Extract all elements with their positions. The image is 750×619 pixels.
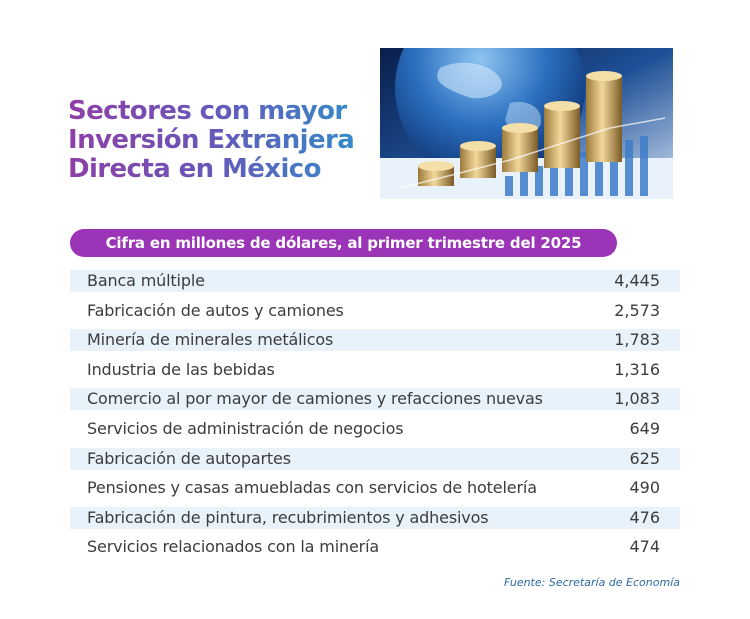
table-row: Pensiones y casas amuebladas con servici… [70,477,680,499]
row-label: Servicios relacionados con la minería [87,537,380,557]
row-label: Comercio al por mayor de camiones y refa… [87,389,543,409]
row-label: Fabricación de autopartes [87,448,291,468]
title-line-3: Directa en México [68,154,321,185]
row-value: 490 [629,478,660,498]
source-note: Fuente: Secretaría de Economía [503,576,680,589]
row-value: 649 [629,418,660,438]
row-value: 1,083 [614,389,660,409]
row-value: 1,316 [614,359,660,379]
title-line-2: Inversión Extranjera [68,125,355,156]
row-label: Industria de las bebidas [87,359,275,379]
row-value: 4,445 [614,271,660,290]
row-label: Fabricación de pintura, recubrimientos y… [87,507,489,527]
table-row: Banca múltiple 4,445 [70,270,680,292]
subtitle-banner: Cifra en millones de dólares, al primer … [70,229,617,257]
table-row: Comercio al por mayor de camiones y refa… [70,388,680,411]
table-row: Servicios relacionados con la minería 474 [70,536,680,558]
page-title: Sectores con mayor Inversión Extranjera … [68,97,368,184]
row-label: Banca múltiple [87,271,205,290]
data-table: Banca múltiple 4,445 Fabricación de autos … [70,270,680,566]
hero-image [380,48,673,199]
row-label: Servicios de administración de negocios [87,418,404,438]
table-row: Fabricación de autos y camiones 2,573 [70,300,680,322]
table-row: Industria de las bebidas 1,316 [70,359,680,381]
table-row: Minería de minerales metálicos 1,783 [70,329,680,352]
row-value: 2,573 [614,300,660,320]
row-label: Minería de minerales metálicos [87,330,334,350]
row-label: Pensiones y casas amuebladas con servici… [87,478,537,498]
table-row: Servicios de administración de negocios 6… [70,418,680,440]
row-value: 474 [629,537,660,557]
table-row: Fabricación de pintura, recubrimientos y… [70,506,680,529]
row-value: 1,783 [614,330,660,350]
globe-coins-illustration [380,48,673,199]
title-line-1: Sectores con mayor [68,96,347,127]
row-value: 625 [629,448,660,468]
table-row: Fabricación de autopartes 625 [70,447,680,470]
row-value: 476 [629,507,660,527]
row-label: Fabricación de autos y camiones [87,300,344,320]
